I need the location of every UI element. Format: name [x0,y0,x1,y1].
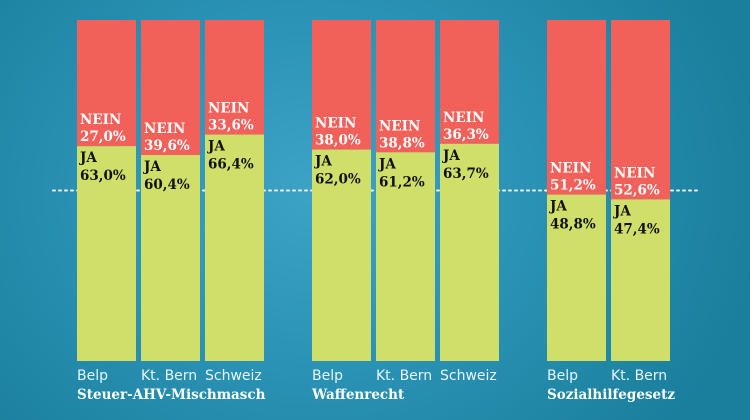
ja-value-label: 63,0% [80,168,126,184]
bar-nein-1-0 [312,20,371,150]
ja-label: JA [378,156,396,172]
nein-value-label: 52,6% [614,182,660,198]
category-label: Kt. Bern [376,368,432,384]
ja-value-label: 61,2% [379,174,425,190]
category-label: Kt. Bern [141,368,197,384]
category-label: Kt. Bern [611,368,667,384]
category-label: Schweiz [205,368,262,384]
group-title: Steuer-AHV-Mischmasch [77,387,266,403]
nein-value-label: 38,8% [379,135,425,151]
ja-label: JA [442,148,460,164]
nein-label: NEIN [443,110,484,126]
ja-label: JA [143,159,161,175]
bar-ja-1-1 [376,152,435,361]
bar-ja-0-2 [205,134,264,361]
nein-label: NEIN [315,116,356,132]
bar-ja-1-0 [312,149,371,361]
nein-label: NEIN [614,165,655,181]
nein-value-label: 27,0% [80,129,126,145]
bar-nein-1-2 [440,20,499,144]
nein-value-label: 51,2% [550,178,596,194]
ja-label: JA [549,199,567,215]
nein-label: NEIN [550,161,591,177]
ja-label: JA [613,203,631,219]
ja-label: JA [314,154,332,170]
nein-value-label: 36,3% [443,127,489,143]
nein-value-label: 33,6% [208,118,254,134]
bar-nein-0-2 [205,20,264,135]
group-title: Waffenrecht [311,387,405,403]
bar-ja-0-0 [77,146,136,361]
nein-value-label: 39,6% [144,138,190,154]
category-label: Schweiz [440,368,497,384]
ja-value-label: 63,7% [443,166,489,182]
bar-ja-2-1 [611,199,670,361]
nein-label: NEIN [379,118,420,134]
category-label: Belp [312,368,343,384]
nein-label: NEIN [208,101,249,117]
ja-value-label: 66,4% [208,157,254,173]
bar-nein-0-0 [77,20,136,147]
nein-label: NEIN [80,112,121,128]
ja-value-label: 47,4% [614,221,660,237]
category-label: Belp [77,368,108,384]
ja-value-label: 60,4% [144,177,190,193]
ja-value-label: 48,8% [550,217,596,233]
ja-label: JA [79,150,97,166]
category-label: Belp [547,368,578,384]
ja-value-label: 62,0% [315,172,361,188]
bar-nein-0-1 [141,20,200,156]
bar-nein-2-1 [611,20,670,200]
nein-value-label: 38,0% [315,133,361,149]
group-title: Sozialhilfegesetz [547,387,675,403]
bar-ja-2-0 [547,194,606,361]
bar-nein-1-1 [376,20,435,153]
bar-ja-1-2 [440,143,499,361]
nein-label: NEIN [144,121,185,137]
bar-nein-2-0 [547,20,606,195]
bar-ja-0-1 [141,155,200,361]
ja-label: JA [207,139,225,155]
